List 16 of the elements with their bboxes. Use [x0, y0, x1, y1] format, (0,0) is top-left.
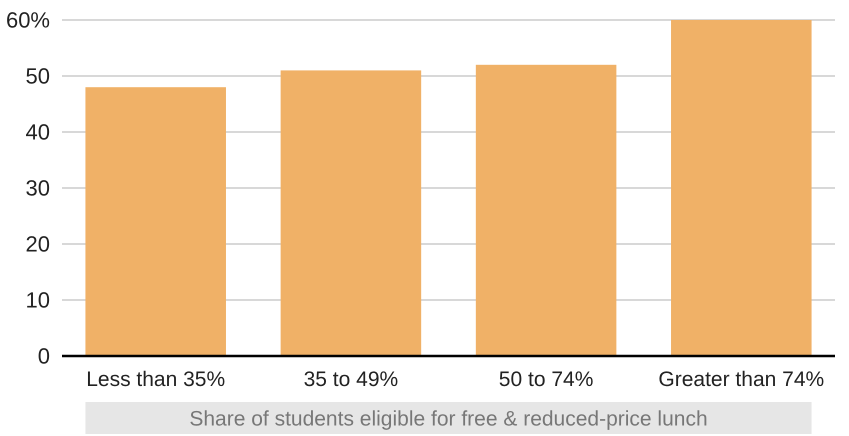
x-tick-label: Less than 35%	[86, 368, 226, 391]
bar	[476, 64, 616, 356]
x-tick-label: 50 to 74%	[498, 368, 594, 391]
y-tick-label: 30	[26, 176, 50, 201]
bar	[85, 87, 226, 356]
bar	[280, 70, 422, 356]
y-tick-label: 40	[26, 120, 50, 145]
y-tick-label: 10	[26, 288, 50, 313]
y-tick-label: 20	[26, 232, 50, 257]
y-tick-label: 0	[38, 344, 50, 369]
x-axis-title: Share of students eligible for free & reduced-price lunch	[189, 407, 708, 430]
y-tick-label: 50	[26, 64, 50, 89]
x-tick-label: 35 to 49%	[304, 368, 398, 391]
y-tick-label: 60%	[6, 8, 50, 33]
x-tick-label: Greater than 74%	[658, 368, 824, 391]
bar	[671, 20, 812, 356]
